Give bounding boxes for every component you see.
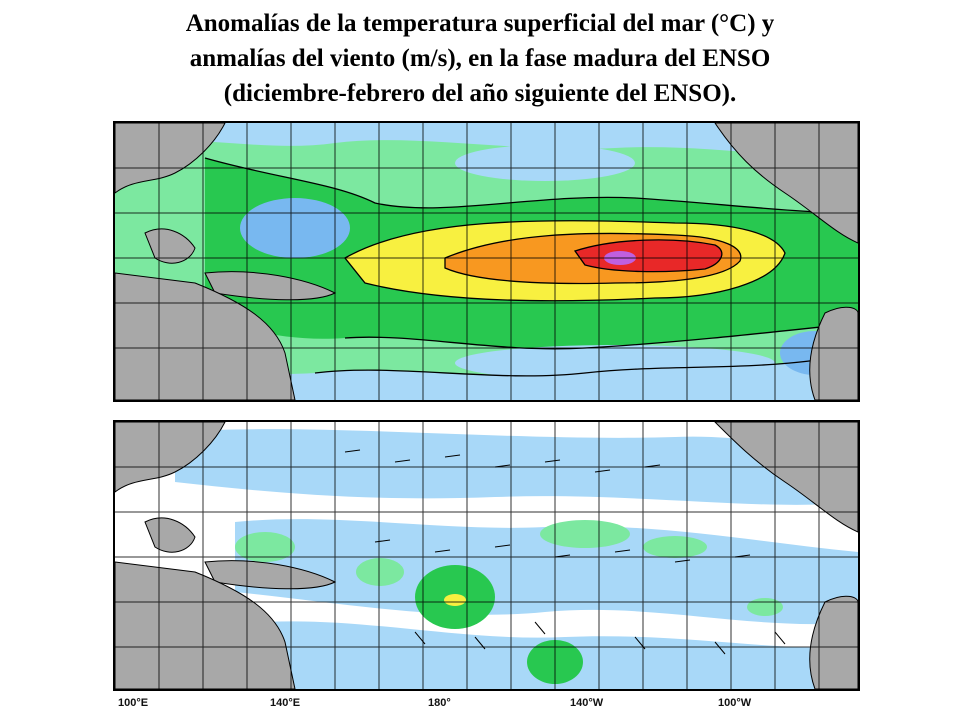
lon-label-100e: 100°E: [118, 697, 149, 709]
wind-grid: [115, 422, 858, 689]
land-south-america: [809, 306, 858, 400]
page-title: Anomalías de la temperatura superficial …: [60, 6, 900, 111]
sst-blue-patch-north: [455, 145, 635, 181]
wind-anomaly-map: [113, 420, 860, 691]
land-borneo: [144, 228, 196, 264]
title-line-1: Anomalías de la temperatura superficial …: [185, 10, 775, 37]
lon-label-140w: 140°W: [570, 697, 604, 709]
sst-contours: [204, 157, 858, 377]
sst-blue-patch-south: [455, 345, 775, 381]
wind-green-mid: [356, 558, 404, 586]
sst-grid: [115, 123, 858, 400]
lon-label-180: 180°: [428, 697, 451, 709]
lon-label-140e: 140°E: [270, 697, 301, 709]
wind-land: [115, 422, 858, 689]
lon-label-100w: 100°W: [718, 697, 752, 709]
sst-anomaly-plot: [115, 123, 858, 400]
wind-green-east-3: [747, 598, 783, 616]
wind-anomaly-plot: [115, 422, 858, 689]
wind-green-east-2: [643, 536, 707, 558]
title-line-2: anmalías del viento (m/s), en la fase ma…: [189, 45, 771, 72]
title-line-3: (diciembre-febrero del año siguiente del…: [223, 80, 737, 107]
sst-anomaly-map: [113, 121, 860, 402]
land-south-america-2: [809, 595, 858, 689]
land-australia-2: [115, 561, 296, 689]
wind-green-east-1: [540, 520, 630, 548]
sst-blue-patch-west: [240, 198, 350, 258]
land-asia-2: [115, 422, 226, 493]
land-north-america-2: [714, 422, 858, 533]
wind-green-west: [235, 532, 295, 562]
wind-yellow-max: [444, 594, 466, 606]
land-borneo-2: [144, 517, 196, 553]
land-australia: [115, 272, 296, 400]
land-asia: [115, 123, 226, 194]
